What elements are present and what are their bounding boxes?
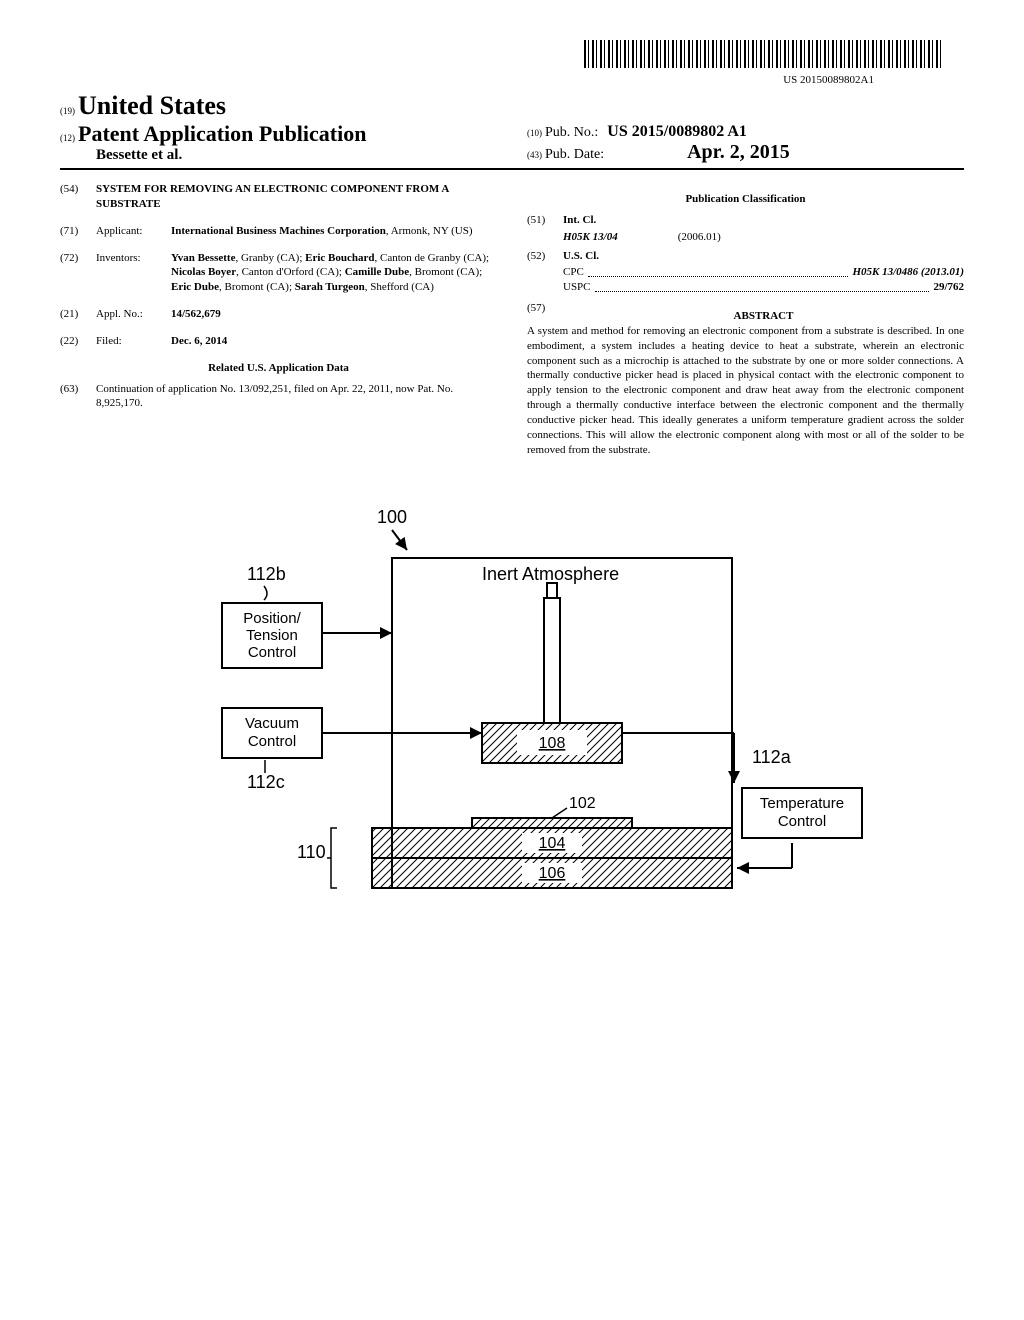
intcl-label: Int. Cl. bbox=[563, 213, 964, 228]
pub-type-label: (12) bbox=[60, 133, 75, 143]
intcl-num: (51) bbox=[527, 213, 563, 228]
ref-108: 108 bbox=[539, 735, 566, 752]
vac-line2: Control bbox=[248, 733, 296, 750]
pub-no-label: (10) bbox=[527, 128, 542, 138]
intcl-line: H05K 13/04 (2006.01) bbox=[563, 230, 964, 245]
temp-line1: Temperature bbox=[760, 795, 844, 812]
vac-line1: Vacuum bbox=[245, 715, 299, 732]
ref-110: 110 bbox=[297, 842, 326, 862]
right-column: Publication Classification (51) Int. Cl.… bbox=[527, 182, 964, 458]
ref-112a: 112a bbox=[752, 747, 792, 767]
uscl-label: U.S. Cl. bbox=[563, 249, 964, 264]
applicant-num: (71) bbox=[60, 224, 96, 239]
inert-label: Inert Atmosphere bbox=[482, 564, 619, 584]
barcode-number: US 20150089802A1 bbox=[783, 74, 874, 86]
figure-svg: 100 Inert Atmosphere 112b Position/ Tens… bbox=[152, 508, 872, 988]
pub-no-text: Pub. No.: bbox=[545, 125, 598, 140]
ref-106: 106 bbox=[539, 865, 566, 882]
header-right: (10) Pub. No.: US 2015/0089802 A1 (43) P… bbox=[497, 123, 964, 164]
barcode-graphic bbox=[584, 40, 944, 68]
abstract-head: ABSTRACT bbox=[563, 309, 964, 324]
pos-line3: Control bbox=[248, 644, 296, 661]
barcode-area: US 20150089802A1 bbox=[60, 40, 964, 87]
country-code-label: (19) bbox=[60, 106, 75, 116]
ref-102: 102 bbox=[569, 795, 596, 812]
inventors-content: Yvan Bessette, Granby (CA); Eric Bouchar… bbox=[171, 251, 497, 296]
body-columns: (54) SYSTEM FOR REMOVING AN ELECTRONIC C… bbox=[60, 182, 964, 458]
header-left: (19) United States (12) Patent Applicati… bbox=[60, 91, 497, 164]
uspc-line: USPC 29/762 bbox=[563, 280, 964, 295]
ref-112b: 112b bbox=[247, 564, 286, 584]
applicant-content: International Business Machines Corporat… bbox=[171, 224, 497, 239]
ref-104: 104 bbox=[539, 835, 566, 852]
filed-date: Dec. 6, 2014 bbox=[171, 334, 497, 349]
applno-num: (21) bbox=[60, 307, 96, 322]
cpc-label: CPC bbox=[563, 265, 584, 280]
figure: 100 Inert Atmosphere 112b Position/ Tens… bbox=[60, 508, 964, 992]
cont-text: Continuation of application No. 13/092,2… bbox=[96, 382, 497, 412]
filed-num: (22) bbox=[60, 334, 96, 349]
applicant-label: Applicant: bbox=[96, 224, 171, 239]
inventors-num: (72) bbox=[60, 251, 96, 296]
ref-112c: 112c bbox=[247, 772, 285, 792]
title-num: (54) bbox=[60, 182, 96, 212]
invention-title: SYSTEM FOR REMOVING AN ELECTRONIC COMPON… bbox=[96, 182, 497, 212]
pos-line1: Position/ bbox=[243, 610, 301, 627]
pub-type: Patent Application Publication bbox=[78, 121, 366, 146]
uscl-num: (52) bbox=[527, 249, 563, 264]
ref-100: 100 bbox=[377, 508, 407, 527]
intcl-code: H05K 13/04 bbox=[563, 231, 618, 243]
filed-label: Filed: bbox=[96, 334, 171, 349]
intcl-date: (2006.01) bbox=[678, 230, 721, 245]
applicant-name: International Business Machines Corporat… bbox=[171, 225, 386, 237]
cpc-value: H05K 13/0486 (2013.01) bbox=[852, 266, 964, 278]
country: United States bbox=[78, 91, 226, 120]
applno: 14/562,679 bbox=[171, 307, 497, 322]
abstract-num: (57) bbox=[527, 301, 563, 324]
cpc-line: CPC H05K 13/0486 (2013.01) bbox=[563, 265, 964, 280]
class-head: Publication Classification bbox=[527, 192, 964, 207]
applicant-loc: , Armonk, NY (US) bbox=[386, 225, 473, 237]
cont-num: (63) bbox=[60, 382, 96, 412]
related-head: Related U.S. Application Data bbox=[60, 361, 497, 376]
header: (19) United States (12) Patent Applicati… bbox=[60, 91, 964, 170]
abstract-text: A system and method for removing an elec… bbox=[527, 324, 964, 458]
temp-line2: Control bbox=[778, 813, 826, 830]
inventors-label: Inventors: bbox=[96, 251, 171, 296]
pub-date-label: (43) bbox=[527, 150, 542, 160]
authors: Bessette et al. bbox=[60, 147, 497, 164]
uspc-label: USPC bbox=[563, 280, 591, 295]
pub-no: US 2015/0089802 A1 bbox=[607, 123, 747, 140]
pub-date: Apr. 2, 2015 bbox=[687, 141, 790, 163]
pub-date-text: Pub. Date: bbox=[545, 147, 604, 162]
pos-line2: Tension bbox=[246, 627, 298, 644]
left-column: (54) SYSTEM FOR REMOVING AN ELECTRONIC C… bbox=[60, 182, 497, 458]
uspc-value: 29/762 bbox=[933, 280, 964, 295]
applno-label: Appl. No.: bbox=[96, 307, 171, 322]
